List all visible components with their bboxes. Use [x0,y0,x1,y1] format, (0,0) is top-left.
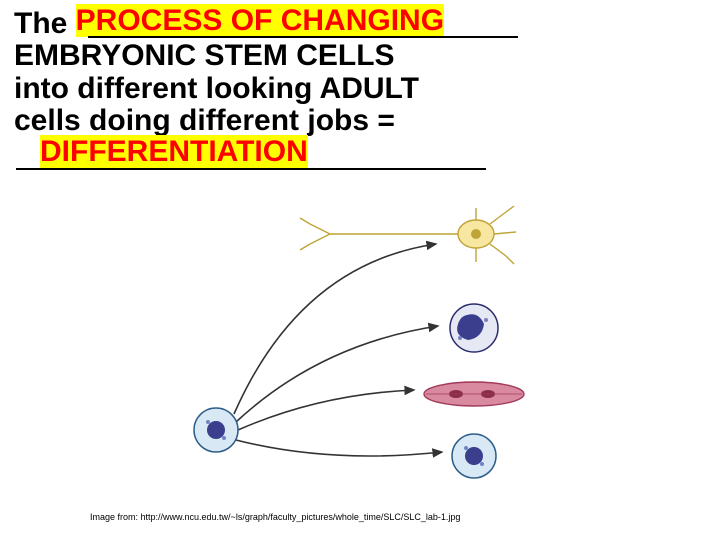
line-embryonic: EMBRYONIC STEM CELLS [14,40,706,72]
neuron-cell [300,206,516,264]
epithelial-cell [452,434,496,478]
fill-differentiation: DIFFERENTIATION [40,135,308,168]
line-into-adult: into different looking ADULT [14,73,706,105]
blood-cell [450,304,498,352]
blank-line-2 [16,168,486,170]
stem-cell [194,408,238,452]
arrows [234,244,442,456]
word-the: The [14,7,76,40]
muscle-cell [424,382,524,406]
differentiation-diagram [180,204,540,484]
line-cells-jobs: cells doing different jobs = [14,105,706,137]
image-source-caption: Image from: http://www.ncu.edu.tw/~ls/gr… [90,512,460,522]
fill-process: PROCESS OF CHANGING [76,4,444,37]
blank-line-1 [88,36,518,38]
